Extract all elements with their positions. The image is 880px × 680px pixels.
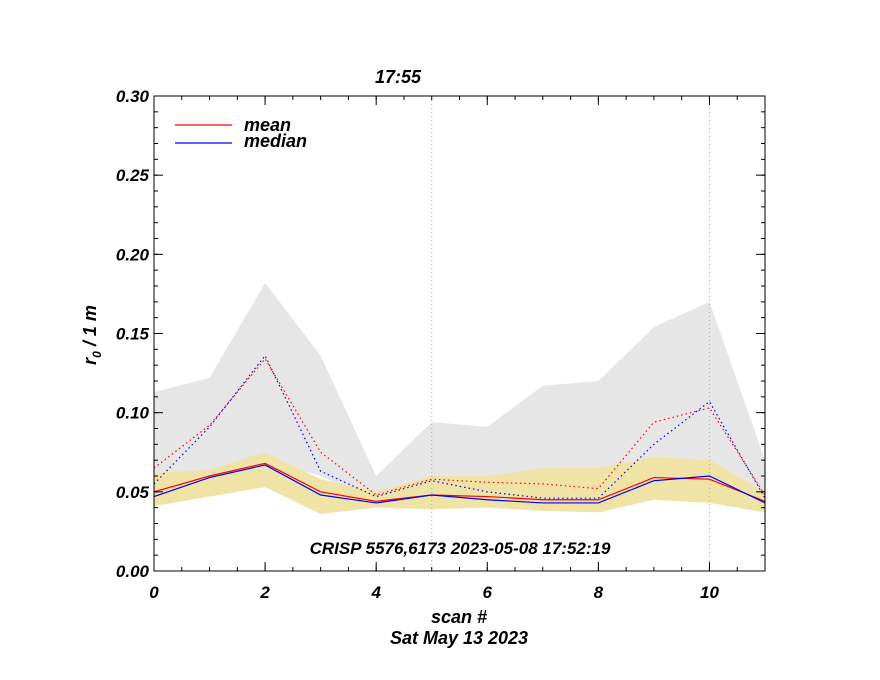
x-tick-label-2: 4 <box>370 583 381 602</box>
observation-annotation: CRISP 5576,6173 2023-05-08 17:52:19 <box>310 539 611 558</box>
axes: 0.00 0.05 0.10 0.15 0.20 0.25 0.30 0 2 4 6 8 10 <box>116 87 766 602</box>
y-tick-label-1: 0.05 <box>116 483 150 502</box>
y-tick-label-4: 0.20 <box>116 245 150 264</box>
x-tick-label-1: 2 <box>259 583 270 602</box>
x-tick-label-3: 6 <box>483 583 493 602</box>
y-tick-label-6: 0.30 <box>116 87 150 106</box>
x-axis-label: scan # <box>431 607 487 627</box>
range-bands <box>154 282 765 514</box>
y-axis-label-subscript: 0 <box>90 351 104 358</box>
band-0 <box>154 282 765 502</box>
y-axis-label: r0 / 1 m <box>80 305 104 365</box>
legend: mean median <box>175 115 307 151</box>
legend-median-label: median <box>244 131 307 151</box>
x-tick-label-0: 0 <box>149 583 159 602</box>
y-tick-label-3: 0.15 <box>116 325 150 344</box>
x-tick-label-4: 8 <box>594 583 604 602</box>
series-1 <box>153 464 766 504</box>
y-tick-label-2: 0.10 <box>116 404 150 423</box>
x-tick-label-5: 10 <box>700 583 719 602</box>
legend-mean-label: mean <box>244 115 291 135</box>
series-0 <box>153 462 766 502</box>
band-1 <box>154 452 765 514</box>
date-subtitle: Sat May 13 2023 <box>390 628 528 648</box>
y-axis-label-main: r <box>80 357 100 365</box>
y-tick-label-0: 0.00 <box>116 562 150 581</box>
chart-title: 17:55 <box>375 67 422 87</box>
y-tick-label-5: 0.25 <box>116 166 150 185</box>
y-axis-label-unit: / 1 m <box>80 305 100 351</box>
